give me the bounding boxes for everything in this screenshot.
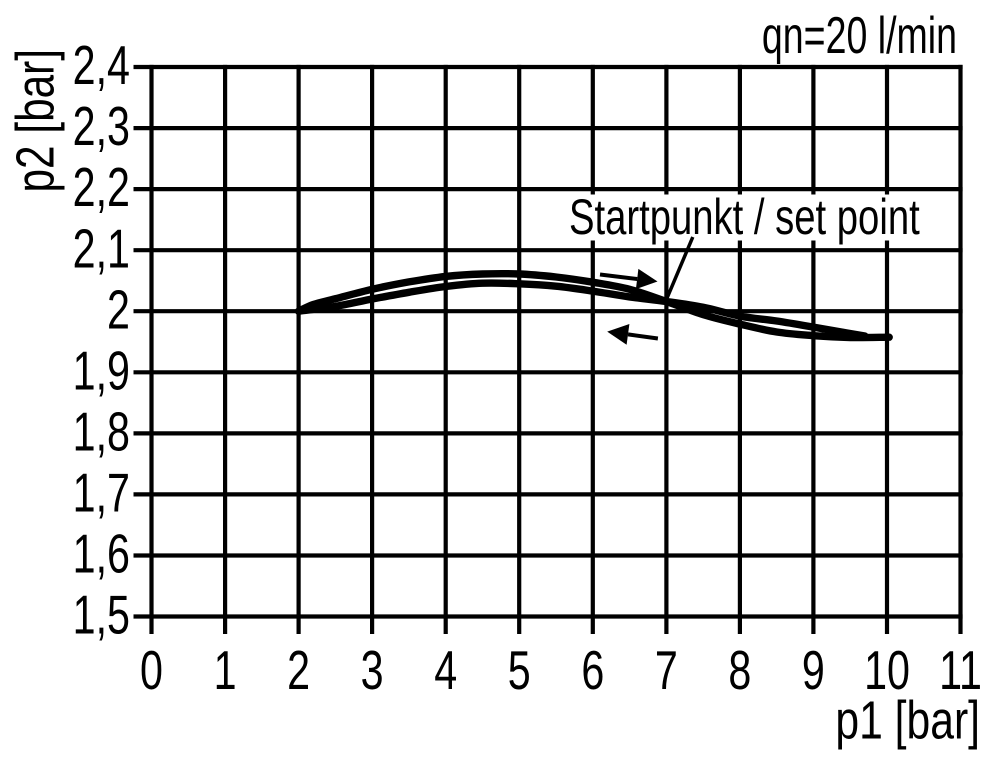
svg-text:1,9: 1,9 — [73, 341, 130, 402]
svg-text:p1 [bar]: p1 [bar] — [835, 691, 980, 751]
svg-text:7: 7 — [655, 640, 678, 701]
svg-text:8: 8 — [728, 640, 751, 701]
svg-text:6: 6 — [581, 640, 604, 701]
svg-text:2: 2 — [107, 280, 130, 341]
svg-text:11: 11 — [939, 640, 982, 701]
svg-text:2,4: 2,4 — [73, 35, 130, 96]
svg-text:10: 10 — [864, 640, 910, 701]
svg-text:0: 0 — [140, 640, 163, 701]
svg-text:qn=20 l/min: qn=20 l/min — [762, 6, 957, 64]
svg-text:3: 3 — [361, 640, 384, 701]
svg-text:5: 5 — [508, 640, 531, 701]
svg-text:1,7: 1,7 — [73, 463, 130, 524]
svg-text:1: 1 — [214, 640, 237, 701]
svg-text:9: 9 — [802, 640, 825, 701]
svg-text:2,3: 2,3 — [73, 97, 130, 158]
svg-text:4: 4 — [434, 640, 457, 701]
svg-text:1,5: 1,5 — [73, 585, 130, 646]
svg-text:2: 2 — [287, 640, 310, 701]
svg-text:p2 [bar]: p2 [bar] — [5, 49, 65, 193]
svg-text:2,1: 2,1 — [73, 219, 130, 280]
svg-text:1,8: 1,8 — [73, 402, 130, 463]
svg-text:Startpunkt / set point: Startpunkt / set point — [569, 190, 920, 245]
svg-text:2,2: 2,2 — [73, 158, 130, 219]
svg-text:1,6: 1,6 — [73, 524, 130, 585]
